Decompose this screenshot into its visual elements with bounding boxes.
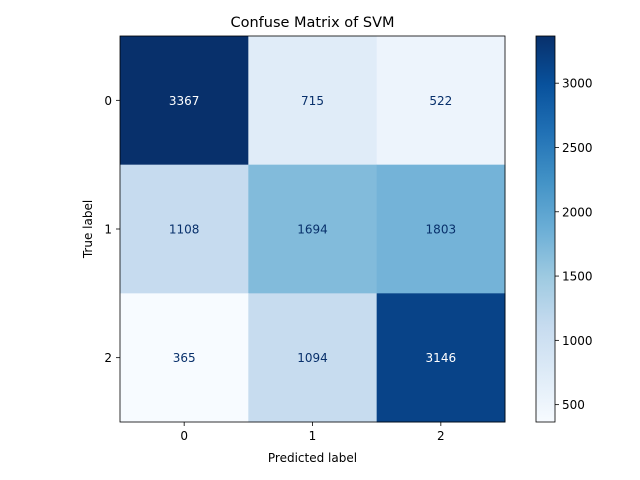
cell-value-label: 1803 [426,223,457,237]
heatmap-cell [376,293,506,423]
cell-value-label: 1094 [297,351,328,365]
heatmap-cell [120,164,249,294]
heatmap-cell-labels: 3367 715 522 1108 1694 1803 365 1094 3146 [169,94,456,365]
colorbar-tick-label: 500 [562,398,585,412]
y-axis-ticks: 0 1 2 [104,94,120,365]
colorbar-tick-label: 3000 [562,77,593,91]
heatmap-cell [376,36,506,166]
colorbar-tick-label: 2500 [562,141,593,155]
x-tick-label: 0 [180,429,188,443]
colorbar [535,35,556,423]
heatmap-cell [376,164,506,294]
y-tick-label: 1 [104,223,112,237]
x-tick-label: 2 [437,429,445,443]
chart-title: Confuse Matrix of SVM [230,15,394,31]
cell-value-label: 3367 [169,94,200,108]
heatmap-cell [248,164,378,294]
y-tick-label: 2 [104,351,112,365]
y-axis-label: True label [81,200,95,259]
colorbar-tick-label: 1500 [562,270,593,284]
y-tick-label: 0 [104,94,112,108]
heatmap-cell [120,293,249,423]
x-axis-ticks: 0 1 2 [180,422,445,443]
cell-value-label: 715 [301,94,324,108]
x-axis-label: Predicted label [268,451,357,465]
heatmap-cell [248,293,378,423]
heatmap-cells [120,36,506,423]
x-tick-label: 1 [309,429,317,443]
cell-value-label: 1108 [169,223,200,237]
colorbar-tick-label: 2000 [562,205,593,219]
colorbar-ticks: 500 1000 1500 2000 2500 3000 [555,77,593,412]
cell-value-label: 365 [173,351,196,365]
heatmap-cell [120,36,249,166]
colorbar-tick-label: 1000 [562,334,593,348]
heatmap-cell [248,36,378,166]
cell-value-label: 1694 [297,223,328,237]
cell-value-label: 3146 [426,351,457,365]
cell-value-label: 522 [429,94,452,108]
